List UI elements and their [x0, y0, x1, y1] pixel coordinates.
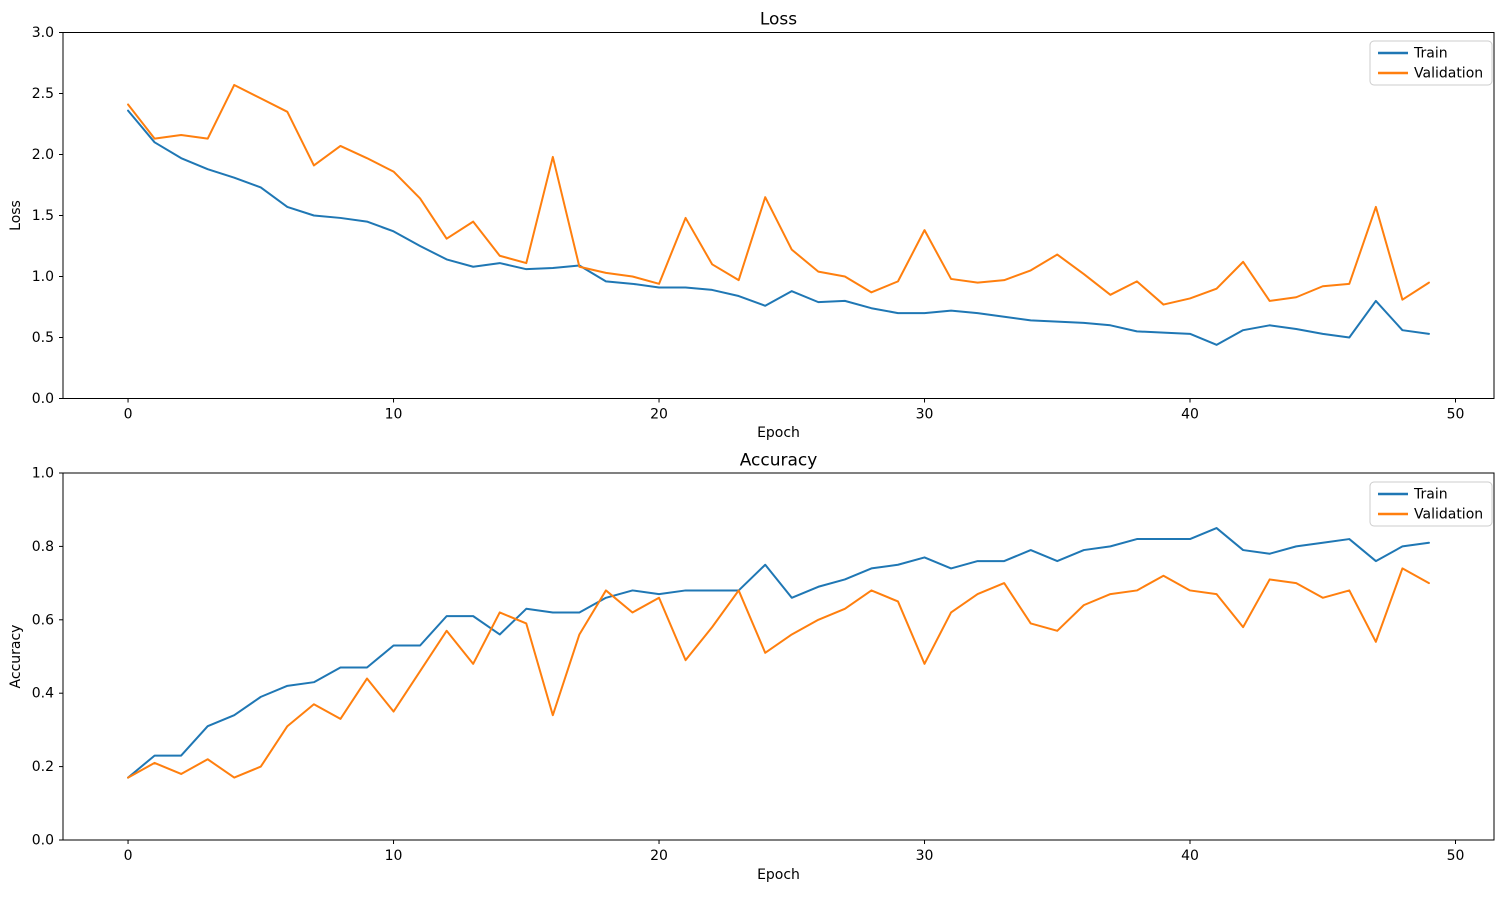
accuracy-x-tick-label: 10: [385, 848, 403, 864]
accuracy-x-tick-label: 20: [650, 848, 668, 864]
accuracy-y-tick-label: 0.8: [32, 539, 54, 555]
accuracy-x-tick-label: 30: [916, 848, 934, 864]
loss-x-tick-label: 0: [124, 407, 133, 423]
accuracy-y-tick-label: 0.2: [32, 759, 54, 775]
loss-chart: 0 10 20 30 40 50 0.0 0.5 1.0 1.5 2.0 2.5 3.0 Loss Epoc…: [8, 10, 1495, 441]
loss-x-tick-label: 40: [1181, 407, 1199, 423]
accuracy-train-line: [127, 527, 1430, 779]
accuracy-validation-line: [127, 567, 1430, 779]
accuracy-y-tick-label: 0.4: [32, 686, 54, 702]
accuracy-legend: Train Validation: [1369, 481, 1493, 527]
accuracy-y-tick-label: 0.6: [32, 612, 54, 628]
loss-legend: Train Validation: [1369, 40, 1493, 86]
accuracy-x-tick-label: 50: [1447, 848, 1465, 864]
loss-y-tick-label: 0.5: [32, 330, 54, 346]
loss-x-tick-label: 50: [1447, 407, 1465, 423]
loss-y-tick-label: 0.0: [32, 391, 54, 407]
accuracy-plot-border: [62, 472, 1495, 841]
accuracy-x-axis-label: Epoch: [757, 867, 800, 883]
loss-y-tick-label: 2.5: [32, 86, 54, 102]
accuracy-chart-title: Accuracy: [740, 451, 818, 471]
accuracy-y-tick-label: 1.0: [32, 466, 54, 482]
loss-y-tick-label: 3.0: [32, 25, 54, 41]
loss-y-tick-label: 2.0: [32, 147, 54, 163]
loss-y-axis-label: Loss: [8, 200, 24, 231]
loss-train-line: [127, 109, 1430, 346]
accuracy-x-tick-label: 40: [1181, 848, 1199, 864]
loss-x-tick-label: 10: [385, 407, 403, 423]
loss-chart-title: Loss: [760, 10, 797, 30]
loss-y-tick-label: 1.0: [32, 269, 54, 285]
accuracy-chart: 0 10 20 30 40 50 0.0 0.2 0.4 0.6 0.8 1.0 Accuracy Epo…: [8, 451, 1495, 883]
accuracy-y-axis-label: Accuracy: [8, 625, 24, 689]
loss-legend-train-label: Train: [1413, 46, 1448, 62]
loss-plot-border: [62, 32, 1495, 399]
accuracy-x-tick-label: 0: [124, 848, 133, 864]
loss-y-tick-label: 1.5: [32, 208, 54, 224]
accuracy-legend-validation-label: Validation: [1414, 507, 1483, 523]
loss-x-axis-label: Epoch: [757, 425, 800, 441]
accuracy-y-tick-label: 0.0: [32, 833, 54, 849]
loss-x-tick-label: 20: [650, 407, 668, 423]
loss-validation-line: [127, 83, 1430, 306]
accuracy-legend-train-label: Train: [1413, 487, 1448, 503]
loss-x-tick-label: 30: [916, 407, 934, 423]
loss-legend-validation-label: Validation: [1414, 66, 1483, 82]
